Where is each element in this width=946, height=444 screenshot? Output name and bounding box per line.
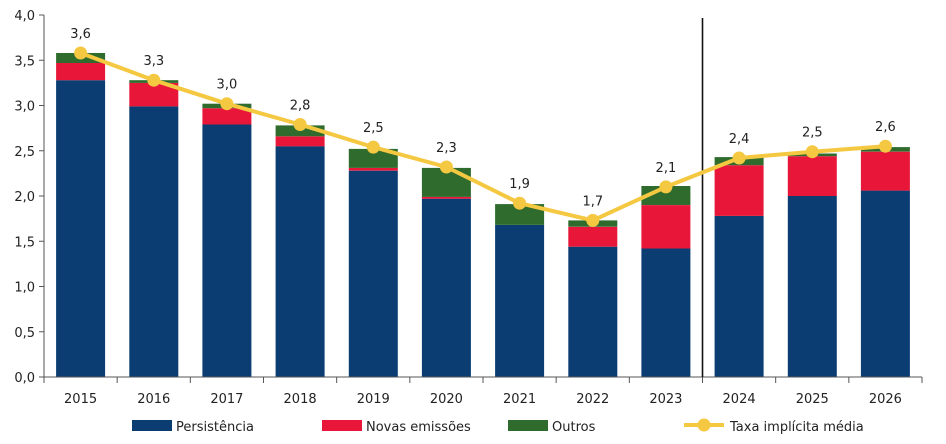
bar-outros-2021 <box>495 204 545 225</box>
x-tick-label: 2018 <box>284 392 317 407</box>
bar-novas-emiss-es-2019 <box>348 167 398 171</box>
legend-label-persist-ncia: Persistência <box>176 420 254 435</box>
line-point-2026 <box>878 139 892 153</box>
line-point-2022 <box>586 213 600 227</box>
bar-novas-emiss-es-2020 <box>421 196 471 199</box>
y-tick-label: 3,5 <box>14 54 35 69</box>
bar-persist-ncia-2019 <box>348 170 398 377</box>
bar-persist-ncia-2018 <box>275 146 325 377</box>
bar-novas-emiss-es-2015 <box>56 63 106 81</box>
x-tick-label: 2025 <box>796 392 829 407</box>
x-tick-label: 2015 <box>64 392 97 407</box>
data-label-2021: 1,9 <box>509 177 530 192</box>
data-label-2018: 2,8 <box>290 99 311 114</box>
data-label-2020: 2,3 <box>436 141 457 156</box>
bar-persist-ncia-2026 <box>860 190 910 377</box>
legend-label-taxa-impl-cita-m-dia: Taxa implícita média <box>729 420 864 435</box>
y-tick-label: 2,0 <box>14 190 35 205</box>
line-layer <box>74 46 892 227</box>
y-tick-label: 2,5 <box>14 145 35 160</box>
legend-label-outros: Outros <box>552 420 596 435</box>
bar-novas-emiss-es-2022 <box>568 226 618 247</box>
data-label-2022: 1,7 <box>582 194 603 209</box>
bar-novas-emiss-es-2017 <box>202 108 252 125</box>
line-point-2018 <box>293 118 307 131</box>
line-point-2015 <box>74 46 88 60</box>
bar-novas-emiss-es-2025 <box>787 156 837 196</box>
legend-label-novas-emiss-es: Novas emissões <box>366 420 471 435</box>
bar-persist-ncia-2017 <box>202 124 252 377</box>
labels-layer: 3,6 3,3 3,0 2,8 2,5 2,3 1,9 1,7 2,1 2,4 2,5 2,6 <box>70 27 895 209</box>
legend-swatch-novas-emiss-es <box>322 420 362 431</box>
line-point-2017 <box>220 97 234 111</box>
bar-outros-2019 <box>348 148 398 168</box>
legend: Persistência Novas emissões Outros Taxa imp… <box>132 418 864 435</box>
bar-persist-ncia-2022 <box>568 246 618 377</box>
line-point-2019 <box>366 140 380 154</box>
bar-persist-ncia-2015 <box>56 80 106 377</box>
legend-swatch-marker <box>697 418 711 432</box>
data-label-2026: 2,6 <box>875 120 896 135</box>
data-label-2023: 2,1 <box>656 161 677 176</box>
bar-novas-emiss-es-2016 <box>129 82 179 107</box>
bar-persist-ncia-2020 <box>421 198 471 377</box>
x-tick-label: 2017 <box>210 392 243 407</box>
x-tick-label: 2021 <box>503 392 536 407</box>
y-tick-label: 4,0 <box>14 9 35 24</box>
axes-layer: 0,0 0,5 1,0 1,5 2,0 2,5 3,0 3,5 4,0 2015 2016 2017 2… <box>14 9 923 407</box>
bar-persist-ncia-2024 <box>714 215 764 377</box>
data-label-2015: 3,6 <box>70 27 91 42</box>
bar-persist-ncia-2025 <box>787 196 837 377</box>
line-point-2024 <box>732 151 746 165</box>
x-tick-label: 2026 <box>869 392 902 407</box>
line-point-2016 <box>147 73 161 87</box>
x-tick-label: 2020 <box>430 392 463 407</box>
bar-persist-ncia-2016 <box>129 106 179 378</box>
y-tick-label: 0,5 <box>14 326 35 341</box>
x-tick-label: 2023 <box>649 392 682 407</box>
data-label-2017: 3,0 <box>217 78 238 93</box>
line-point-2020 <box>439 160 453 174</box>
bar-novas-emiss-es-2018 <box>275 136 325 147</box>
x-tick-label: 2019 <box>357 392 390 407</box>
line-taxa-implicita-media <box>79 51 886 223</box>
bars-layer <box>56 53 910 378</box>
x-tick-label: 2016 <box>137 392 170 407</box>
x-tick-label: 2022 <box>576 392 609 407</box>
bar-novas-emiss-es-2026 <box>860 151 910 191</box>
bar-novas-emiss-es-2024 <box>714 165 764 216</box>
y-tick-label: 0,0 <box>14 371 35 386</box>
data-label-2024: 2,4 <box>729 132 750 147</box>
y-tick-label: 1,0 <box>14 281 35 296</box>
legend-swatch-outros <box>508 420 548 431</box>
bar-novas-emiss-es-2023 <box>641 205 691 249</box>
legend-swatch-persist-ncia <box>132 420 172 431</box>
y-tick-label: 3,0 <box>14 100 35 115</box>
line-point-2021 <box>513 196 527 210</box>
y-tick-label: 1,5 <box>14 235 35 250</box>
data-label-2016: 3,3 <box>143 54 164 69</box>
data-label-2025: 2,5 <box>802 126 823 141</box>
line-point-2025 <box>805 145 819 159</box>
bar-persist-ncia-2023 <box>641 248 691 377</box>
x-tick-label: 2024 <box>723 392 756 407</box>
bar-persist-ncia-2021 <box>495 225 545 377</box>
data-label-2019: 2,5 <box>363 121 384 136</box>
line-point-2023 <box>659 180 673 194</box>
